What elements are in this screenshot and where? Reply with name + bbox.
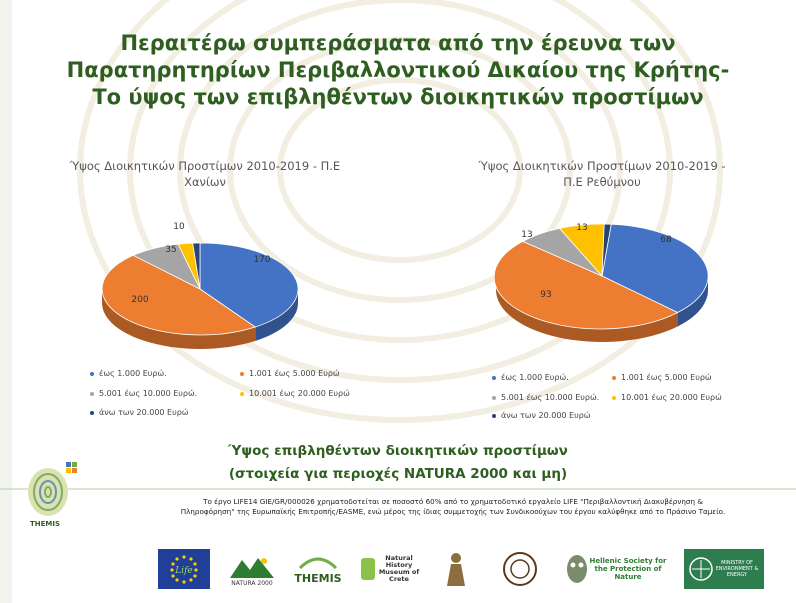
legend-label: 1.001 έως 5.000 Ευρώ [249, 369, 340, 378]
life-themis-label: THEMIS [294, 571, 342, 585]
pie-data-label: 170 [253, 255, 270, 265]
legend-swatch [612, 375, 616, 380]
fingerprint-icon [28, 468, 68, 516]
subtitle-main: Ύψος επιβληθέντων διοικητικών προστίμων [228, 443, 568, 459]
pie-data-label: 13 [521, 230, 532, 240]
pie-data-label: 200 [131, 295, 148, 305]
legend-item: 1.001 έως 5.000 Ευρώ [240, 369, 340, 378]
eu-stars-icon: Life [170, 555, 198, 584]
legend-swatch [492, 413, 496, 418]
pie-side-wall [255, 289, 298, 341]
themis-side-label: THEMIS [30, 520, 61, 528]
legend-label: 5.001 έως 10.000 Ευρώ. [501, 393, 600, 402]
legend-label: 5.001 έως 10.000 Ευρώ. [99, 389, 198, 398]
legend-swatch [612, 395, 616, 400]
pie-slice [601, 223, 612, 277]
pie-data-label: 10 [173, 222, 185, 232]
seal-icon [503, 552, 537, 586]
legend-swatch [90, 371, 94, 376]
ministry-logo: MINISTRY OF ENVIRONMENT & ENERGY [684, 549, 764, 589]
legend-item: έως 1.000 Ευρώ. [492, 373, 569, 382]
legend-label: έως 1.000 Ευρώ. [99, 369, 167, 378]
pie-side-wall [677, 275, 708, 327]
legend-label: 10.001 έως 20.000 Ευρώ [249, 389, 350, 398]
natura-2000-logo: NATURA 2000 [226, 549, 278, 589]
subtitle-natura: (στοιχεία για περιοχές NATURA 2000 και μ… [228, 466, 568, 482]
legend-label: 1.001 έως 5.000 Ευρώ [621, 373, 712, 382]
university-seal-logo [500, 549, 540, 589]
legend-item: άνω των 20.000 Ευρώ [90, 408, 189, 417]
legend-label: άνω των 20.000 Ευρώ [99, 408, 189, 417]
legend-swatch [90, 410, 94, 415]
legend-swatch [240, 371, 244, 376]
legend-swatch [240, 391, 244, 396]
legend-swatch [90, 391, 94, 396]
ministry-emblem-icon [689, 557, 713, 581]
crete-region-logo [436, 549, 476, 589]
museum-logo: Natural History Museum of Crete [360, 549, 422, 589]
legend-item: 1.001 έως 5.000 Ευρώ [612, 373, 712, 382]
legend-item: 5.001 έως 10.000 Ευρώ. [492, 393, 599, 402]
legend-label: έως 1.000 Ευρώ. [501, 373, 569, 382]
legend-item: έως 1.000 Ευρώ. [90, 369, 167, 378]
pie-slice [493, 240, 679, 330]
natura-landscape-icon [230, 557, 274, 578]
owl-icon [567, 555, 587, 583]
hellenic-society-logo: Hellenic Society for the Protection of N… [562, 549, 670, 589]
minoan-figure-icon [447, 553, 465, 586]
pie-side-wall [102, 289, 256, 349]
chart-title-rethymno-line-2: Π.Ε Ρεθύμνου [563, 175, 641, 189]
museum-label: Natural History Museum of Crete [378, 554, 420, 583]
pie-slice [601, 223, 709, 313]
legend-swatch [492, 375, 496, 380]
svg-text:Life: Life [174, 566, 193, 576]
legend-item: άνω των 20.000 Ευρώ [492, 411, 591, 420]
pie-slice [192, 242, 201, 290]
pie-data-label: 93 [540, 290, 551, 300]
chart-title-chania: Ύψος Διοικητικών Προστίμων 2010-2019 - Π… [40, 158, 370, 190]
legend-label: άνω των 20.000 Ευρώ [501, 411, 591, 420]
legend-item: 10.001 έως 20.000 Ευρώ [612, 393, 722, 402]
pie-slice [199, 242, 299, 328]
title-line-1: Περαιτέρω συμπεράσματα από την έρευνα τω… [120, 31, 676, 55]
title-line-3: Το ύψος των επιβληθέντων διοικητικών προ… [92, 85, 704, 109]
chart-title-chania-line-1: Ύψος Διοικητικών Προστίμων 2010-2019 - Π… [69, 159, 341, 173]
life-themis-logo: THEMIS [292, 549, 344, 589]
natura-label: NATURA 2000 [231, 579, 273, 587]
chart-title-rethymno: Ύψος Διοικητικών Προστίμων 2010-2019 - Π… [432, 158, 772, 190]
chart-title-rethymno-line-1: Ύψος Διοικητικών Προστίμων 2010-2019 - [478, 159, 726, 173]
museum-frog-icon [361, 558, 375, 580]
title-line-2: Παρατηρητηρίων Περιβαλλοντικού Δικαίου τ… [66, 58, 730, 82]
legend-item: 5.001 έως 10.000 Ευρώ. [90, 389, 197, 398]
color-squares-icon [66, 462, 77, 473]
eu-flag-logo: Life [158, 549, 210, 589]
chart-title-chania-line-2: Χανίων [184, 175, 226, 189]
ministry-label: MINISTRY OF ENVIRONMENT & ENERGY [715, 560, 759, 578]
legend-item: 10.001 έως 20.000 Ευρώ [240, 389, 350, 398]
legend-swatch [492, 395, 496, 400]
footer-line-1: Το έργο LIFE14 GIE/GR/000026 χρηματοδοτε… [203, 497, 703, 506]
pie-data-label: 68 [660, 235, 672, 245]
pie-slice [101, 254, 257, 336]
legend-label: 10.001 έως 20.000 Ευρώ [621, 393, 722, 402]
slide-title: Περαιτέρω συμπεράσματα από την έρευνα τω… [40, 30, 756, 111]
footer-line-2: Πληροφόρηση" της Ευρωπαϊκής Επιτροπής/EA… [180, 507, 726, 516]
leaf-icon [298, 557, 338, 569]
pie-data-label: 13 [576, 223, 587, 233]
hellenic-society-label: Hellenic Society for the Protection of N… [589, 557, 667, 581]
footer-funding-text: Το έργο LIFE14 GIE/GR/000026 χρηματοδοτε… [118, 497, 788, 517]
pie-data-label: 35 [165, 245, 176, 255]
